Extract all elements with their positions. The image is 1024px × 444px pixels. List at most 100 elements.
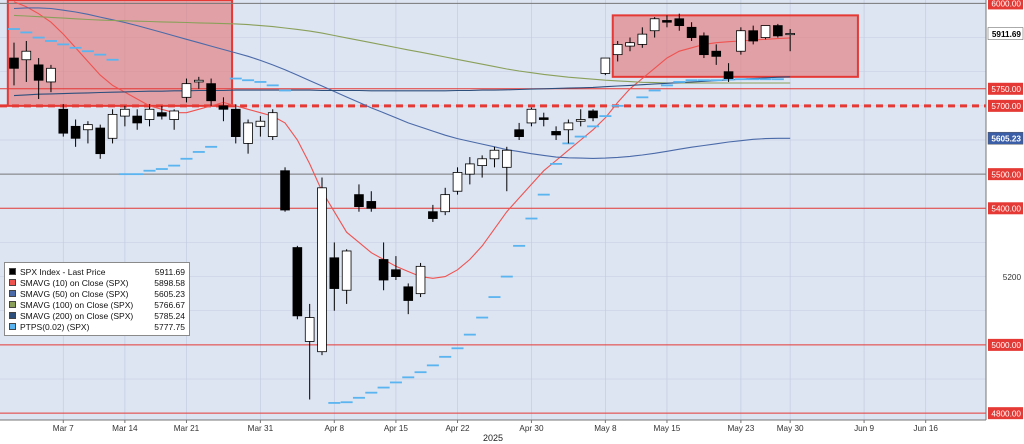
price-marker-box <box>987 131 1024 145</box>
candle <box>415 262 426 298</box>
y-tick-label: 5500.00 <box>988 168 1023 181</box>
y-tick-text: 5500.00 <box>991 170 1021 179</box>
legend-value: 5777.75 <box>154 321 185 332</box>
ptps-dot <box>599 115 612 117</box>
candle-body <box>625 42 635 47</box>
candle-body <box>736 30 746 52</box>
candle <box>403 283 414 315</box>
candle <box>736 27 746 55</box>
x-tick-label: Apr 30 <box>519 424 544 433</box>
candle-body <box>83 124 93 131</box>
candle-body <box>33 64 44 81</box>
candle-body <box>292 247 303 317</box>
price-marker: 5911.69 <box>987 27 1024 40</box>
candle <box>46 64 56 93</box>
ptps-dot <box>476 316 489 319</box>
candle <box>95 124 106 159</box>
candle-body <box>674 18 685 27</box>
candle <box>255 116 266 137</box>
ptps-dot <box>266 84 279 87</box>
candle <box>144 104 155 127</box>
candle-body <box>378 259 389 281</box>
x-tick-label: Apr 22 <box>445 424 470 433</box>
legend-value: 5898.58 <box>154 277 185 288</box>
ptps-dot <box>44 40 57 42</box>
candle <box>551 126 561 140</box>
legend: SPX Index - Last Price 5911.69 SMAVG (10… <box>4 262 190 336</box>
ptps-dot <box>636 96 649 99</box>
series-layer <box>8 1 791 404</box>
candle <box>354 184 364 212</box>
candle <box>600 57 611 76</box>
candle <box>9 42 19 86</box>
ptps-dot <box>118 173 131 176</box>
candle <box>317 177 327 356</box>
ptps-dot <box>106 58 119 61</box>
ptps-dot <box>279 89 292 92</box>
axis-layer: 6000.00 5750.00 5700.00 5500.00 5400.00 5200 5… <box>0 0 1024 433</box>
ptps-dot <box>94 53 107 56</box>
ptps-dot <box>168 164 181 167</box>
candle-body <box>58 108 69 134</box>
candle <box>699 32 709 59</box>
candle <box>341 249 352 304</box>
ptps-dot <box>254 81 267 83</box>
candle <box>649 17 660 38</box>
ptps-dot <box>734 78 747 81</box>
candle-body <box>723 71 734 79</box>
ptps-dot <box>155 168 168 170</box>
y-tick-text: 5200 <box>1003 273 1022 282</box>
candle-body <box>637 33 648 45</box>
candle <box>711 44 722 65</box>
legend-label: PTPS(0.02) (SPX) <box>20 321 90 332</box>
candle-body <box>267 112 278 137</box>
candle-body <box>489 149 500 160</box>
ptps-dot <box>574 135 587 138</box>
candle <box>465 157 475 185</box>
candle-body <box>748 30 758 42</box>
candle-body <box>120 108 130 117</box>
y-tick-text: 5750.00 <box>991 85 1021 94</box>
x-tick-label: May 30 <box>777 424 804 433</box>
legend-value: 5766.67 <box>154 299 185 310</box>
ptps-dot <box>488 296 501 298</box>
candle-body <box>21 50 32 61</box>
candle <box>243 119 253 154</box>
ptps-dot <box>32 36 45 39</box>
ptps-dot <box>180 157 193 160</box>
legend-swatch-icon <box>9 301 16 308</box>
ptps-dot <box>710 79 723 82</box>
candle-body <box>218 105 229 110</box>
candle-body <box>760 25 771 38</box>
ptps-dot <box>389 381 402 384</box>
candle <box>477 155 487 178</box>
candle-body <box>193 79 204 83</box>
legend-label: SMAVG (50) on Close (SPX) <box>20 288 129 299</box>
ptps-dot <box>365 391 378 394</box>
y-tick-label: 4800.00 <box>988 407 1023 420</box>
candle-body <box>354 194 364 207</box>
candle <box>538 112 549 127</box>
candle-body <box>206 83 216 102</box>
candle-body <box>588 110 598 119</box>
y-tick-label: 6000.00 <box>988 0 1023 10</box>
candle <box>588 109 598 122</box>
candle-body <box>501 149 512 168</box>
candle-body <box>341 250 352 291</box>
candle-body <box>132 115 143 124</box>
y-tick-label: 5400.00 <box>988 202 1023 215</box>
candle-body <box>662 20 672 23</box>
candle-body <box>280 170 290 211</box>
ptps-dot <box>685 79 698 82</box>
legend-swatch-icon <box>9 279 16 286</box>
candle-body <box>477 158 487 167</box>
moving-average-line <box>13 14 791 84</box>
candle <box>132 109 143 130</box>
candle <box>378 242 389 291</box>
legend-swatch-icon <box>9 290 16 297</box>
ptps-dot <box>463 333 476 336</box>
y-tick-text: 5700.00 <box>991 102 1021 111</box>
ptps-dot <box>611 104 624 107</box>
candle-body <box>46 67 56 83</box>
